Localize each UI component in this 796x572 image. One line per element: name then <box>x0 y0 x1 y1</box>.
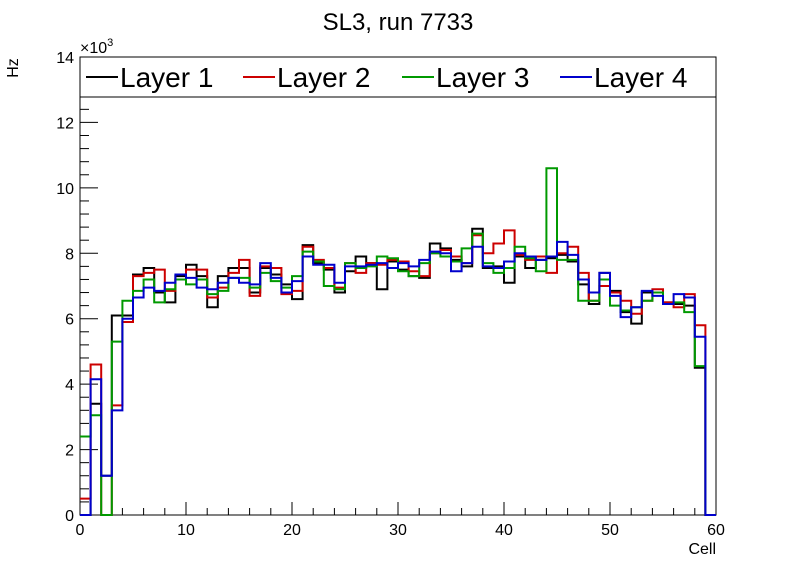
x-tick-label: 10 <box>177 522 195 539</box>
legend-label-layer-4: Layer 4 <box>594 62 687 93</box>
series-line-layer-4 <box>80 240 716 516</box>
legend-box <box>79 56 717 98</box>
y-tick-label: 0 <box>65 508 74 525</box>
y-tick-label: 10 <box>56 181 74 198</box>
axis-tick-labels: 0 10 20 30 40 50 60 0 2 4 6 8 10 12 14 <box>56 50 725 539</box>
x-tick-label: 40 <box>495 522 513 539</box>
y-tick-label: 4 <box>65 377 74 394</box>
y-multiplier-exponent: 3 <box>107 37 113 49</box>
legend: Layer 1 Layer 2 Layer 3 Layer 4 <box>79 56 717 98</box>
x-tick-label: 20 <box>283 522 301 539</box>
legend-label-layer-3: Layer 3 <box>436 62 529 93</box>
y-axis-multiplier: ×103 <box>80 37 113 57</box>
y-tick-label: 8 <box>65 246 74 263</box>
x-tick-label: 0 <box>76 522 85 539</box>
series-line-layer-3 <box>80 167 716 516</box>
y-tick-label: 2 <box>65 443 74 460</box>
y-tick-label: 6 <box>65 312 74 329</box>
legend-label-layer-2: Layer 2 <box>277 62 370 93</box>
y-tick-label: 12 <box>56 115 74 132</box>
chart-title: SL3, run 7733 <box>323 9 474 36</box>
x-tick-label: 60 <box>707 522 725 539</box>
y-multiplier-base: ×10 <box>80 40 107 57</box>
legend-label-layer-1: Layer 1 <box>120 62 213 93</box>
x-tick-label: 30 <box>389 522 407 539</box>
x-tick-label: 50 <box>601 522 619 539</box>
x-axis-label: Cell <box>688 541 716 558</box>
y-tick-label: 14 <box>56 50 74 67</box>
series-line-layer-2 <box>80 229 716 516</box>
y-axis-label: Hz <box>5 58 22 78</box>
series-layer <box>80 167 716 516</box>
